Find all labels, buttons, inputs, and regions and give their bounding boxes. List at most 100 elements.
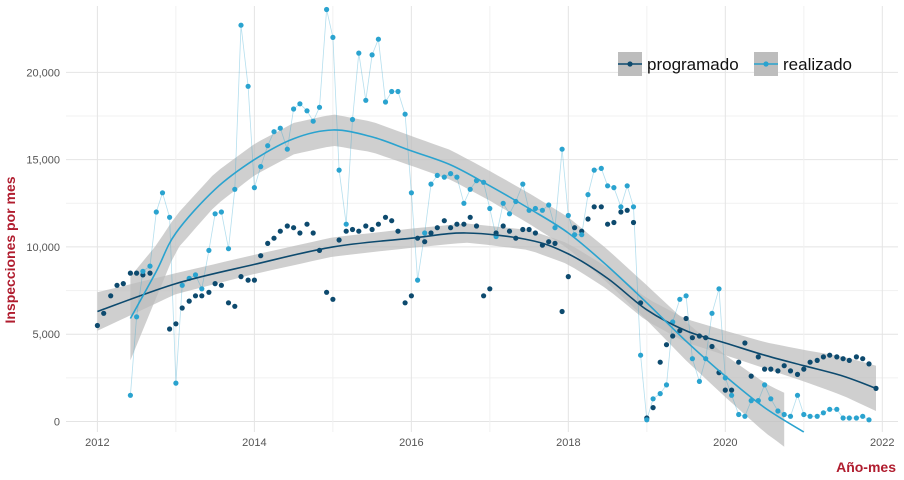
data-point-realizado [709, 310, 715, 316]
trend-line-programado [97, 232, 877, 390]
data-point-programado [310, 230, 316, 236]
data-point-realizado [840, 415, 846, 421]
data-point-realizado [846, 415, 852, 421]
data-point-programado [853, 354, 860, 360]
data-point-programado [382, 214, 389, 220]
data-point-programado [520, 226, 526, 233]
data-point-realizado [657, 391, 663, 397]
data-point-programado [487, 286, 493, 292]
data-point-realizado [212, 211, 218, 217]
data-point-programado [199, 293, 205, 299]
data-point-programado [291, 225, 297, 231]
data-point-realizado [539, 207, 546, 213]
data-point-realizado [441, 174, 447, 180]
data-point-programado [781, 363, 787, 369]
data-point-programado [238, 274, 244, 280]
data-point-realizado [127, 392, 133, 398]
data-point-realizado [304, 108, 310, 114]
data-point-realizado [422, 230, 428, 236]
data-point-programado [820, 354, 827, 360]
data-point-realizado [814, 413, 820, 419]
data-point-realizado [330, 34, 336, 41]
data-point-programado [814, 357, 820, 363]
data-point-realizado [598, 165, 604, 171]
y-axis-title: Inspecciones por mes [2, 176, 18, 323]
data-point-programado [461, 221, 467, 227]
data-point-programado [860, 356, 866, 362]
data-point-programado [375, 221, 381, 227]
y-tick-label: 15,000 [26, 155, 60, 167]
data-point-programado [500, 223, 506, 229]
y-tick-label: 20,000 [26, 67, 60, 79]
data-point-programado [428, 230, 434, 236]
data-point-realizado [389, 88, 395, 95]
legend-label-realizado: realizado [783, 55, 852, 74]
data-point-programado [618, 209, 624, 215]
data-point-realizado [153, 209, 159, 215]
data-point-programado [218, 282, 224, 288]
x-tick-label: 2016 [399, 437, 423, 449]
data-point-programado [755, 354, 761, 360]
trend-lines [97, 129, 877, 433]
data-point-programado [794, 371, 801, 377]
data-point-programado [801, 366, 807, 372]
data-point-programado [336, 237, 342, 243]
data-point-programado [834, 354, 840, 360]
data-point-programado [245, 277, 251, 283]
data-point-programado [441, 218, 447, 224]
data-point-programado [297, 230, 303, 236]
data-point-programado [114, 282, 120, 288]
data-point-programado [434, 225, 440, 231]
data-point-programado [304, 221, 310, 227]
data-point-programado [840, 356, 846, 362]
data-point-programado [186, 298, 192, 304]
data-point-realizado [618, 204, 624, 210]
data-point-realizado [277, 125, 283, 131]
legend-label-programado: programado [647, 55, 739, 74]
data-point-realizado [167, 214, 173, 220]
data-point-realizado [232, 186, 238, 192]
data-point-programado [173, 321, 179, 327]
data-point-realizado [834, 406, 840, 412]
data-point-programado [787, 368, 794, 374]
data-point-realizado [716, 286, 722, 292]
data-point-programado [473, 223, 480, 229]
data-point-programado [369, 226, 375, 233]
data-point-realizado [173, 380, 179, 386]
data-point-programado [120, 281, 126, 287]
data-point-realizado [644, 417, 650, 423]
data-point-realizado [238, 22, 244, 28]
data-point-programado [552, 240, 558, 246]
data-point-realizado [454, 174, 460, 180]
data-point-realizado [853, 415, 860, 421]
data-point-programado [650, 405, 656, 411]
data-point-programado [212, 281, 218, 287]
data-point-programado [225, 300, 232, 306]
data-point-programado [108, 293, 114, 299]
data-point-programado [389, 218, 395, 224]
data-point-realizado [794, 392, 801, 398]
data-point-realizado [271, 129, 277, 135]
data-point-programado [192, 293, 199, 299]
data-point-realizado [585, 192, 591, 198]
data-point-realizado [605, 183, 611, 189]
data-point-programado [147, 270, 153, 276]
data-point-programado [532, 230, 539, 236]
data-point-realizado [762, 382, 768, 388]
data-point-realizado [487, 205, 493, 212]
data-point-realizado [297, 101, 303, 107]
data-point-realizado [696, 378, 703, 384]
data-point-realizado [546, 202, 552, 208]
data-point-programado [356, 228, 362, 234]
data-point-programado [349, 226, 356, 233]
data-point-programado [630, 219, 637, 226]
data-point-realizado [369, 52, 375, 58]
data-point-realizado [192, 272, 199, 278]
data-point-programado [506, 228, 513, 234]
data-point-realizado [284, 146, 290, 152]
data-point-programado [670, 333, 676, 339]
data-point-realizado [663, 382, 670, 388]
data-point-programado [467, 214, 473, 220]
data-point-realizado [428, 181, 434, 187]
